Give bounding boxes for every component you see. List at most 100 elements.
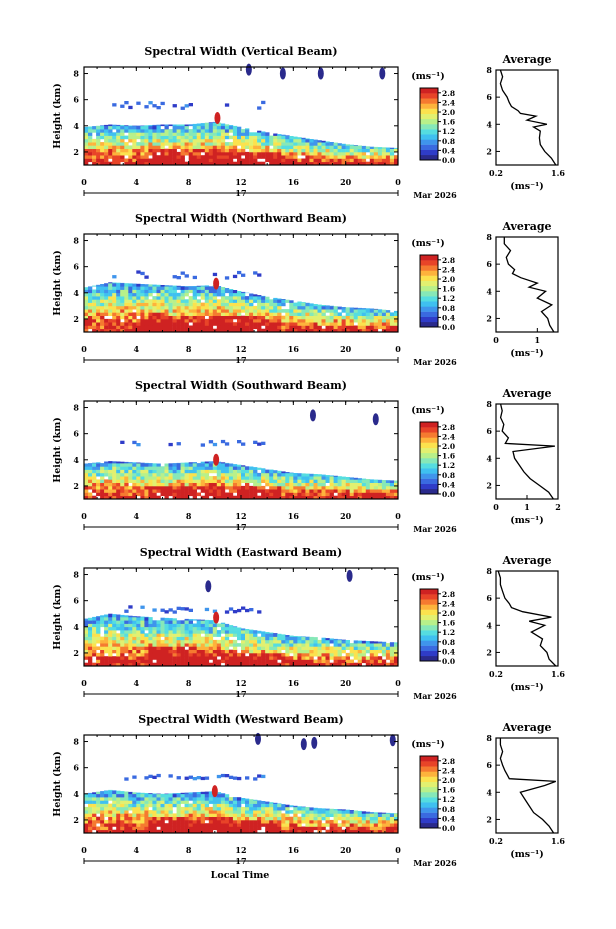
heatmap-cell — [253, 155, 258, 159]
heatmap-cell — [132, 138, 137, 143]
heatmap-cell — [164, 623, 169, 628]
heatmap-cell — [124, 813, 129, 817]
heatmap-cell — [84, 318, 89, 323]
heatmap-cell — [164, 138, 169, 143]
heatmap-cell — [140, 328, 145, 333]
heatmap-cell — [249, 155, 254, 159]
heatmap-cell — [341, 479, 346, 483]
heatmap-cell — [224, 312, 230, 316]
heatmap-cell — [212, 138, 218, 143]
heatmap-cell — [253, 469, 258, 474]
heatmap-cell — [353, 145, 358, 149]
heatmap-cell — [152, 800, 157, 804]
heatmap-cell — [188, 656, 193, 660]
heatmap-cell — [96, 315, 101, 320]
heatmap-cell — [208, 305, 214, 310]
heatmap-cell — [394, 489, 399, 493]
heatmap-cell — [160, 286, 165, 290]
heatmap-cell — [385, 315, 391, 320]
heatmap-cell — [112, 813, 117, 817]
heatmap-cell — [337, 312, 342, 316]
heatmap-cell — [261, 823, 266, 827]
heatmap-cell — [253, 145, 258, 149]
heatmap-cell — [180, 325, 185, 330]
heatmap-cell — [140, 626, 145, 631]
heatmap-cell — [249, 803, 254, 808]
heatmap-cell — [241, 639, 246, 644]
heatmap-cell — [321, 816, 326, 821]
heatmap-cell — [184, 124, 189, 127]
heatmap-cell — [112, 275, 117, 279]
heatmap-cell — [277, 823, 282, 827]
heatmap-cell — [232, 646, 238, 650]
heatmap-cell — [136, 492, 141, 497]
heatmap-cell — [104, 469, 109, 474]
heatmap-cell — [333, 482, 338, 487]
heatmap-cell — [273, 479, 278, 483]
heatmap-cell — [353, 652, 358, 657]
average-frame — [495, 69, 559, 166]
heatmap-cell — [333, 318, 338, 323]
heatmap-cell — [128, 315, 133, 320]
heatmap-cell — [208, 626, 214, 631]
heatmap-cell — [341, 823, 346, 827]
heatmap-cell — [176, 806, 181, 811]
heatmap-cell — [140, 616, 145, 618]
heatmap-cell — [84, 287, 89, 290]
heatmap-cell — [313, 646, 318, 650]
heatmap-cell — [172, 489, 177, 493]
x-tick-label: 4 — [134, 678, 140, 688]
heatmap-cell — [269, 485, 274, 490]
heatmap-cell — [204, 829, 210, 834]
heatmap-cell — [377, 322, 383, 326]
heatmap-cell — [253, 305, 258, 310]
heatmap-cell — [373, 315, 379, 320]
heatmap-cell — [84, 476, 89, 480]
heatmap-cell — [369, 485, 375, 490]
heatmap-cell — [365, 479, 371, 480]
heatmap-cell — [156, 823, 161, 827]
heatmap-cell — [249, 823, 254, 827]
heatmap-cell — [212, 292, 218, 297]
heatmap-cell — [88, 617, 93, 621]
heatmap-cell — [192, 646, 197, 650]
heatmap-cell — [204, 806, 210, 811]
heatmap-cell — [329, 639, 334, 644]
heatmap-cell — [132, 803, 137, 808]
heatmap-cell — [148, 656, 153, 660]
heatmap-cell — [265, 810, 270, 814]
heatmap-cell — [353, 479, 358, 483]
heatmap-cell — [200, 443, 205, 447]
heatmap-cell — [269, 302, 274, 307]
heatmap-cell — [84, 800, 89, 804]
heatmap-cell — [241, 816, 246, 821]
heatmap-cell — [208, 312, 214, 316]
heatmap-cell — [365, 325, 371, 330]
colorbar-tick-label: 1.6 — [442, 285, 455, 294]
heatmap-cell — [249, 656, 254, 660]
heatmap-cell — [204, 626, 210, 631]
heatmap-cell — [273, 659, 278, 664]
heatmap-cell — [329, 312, 334, 316]
heatmap-cell — [313, 328, 318, 333]
heatmap-cell — [120, 656, 125, 660]
heatmap-cell — [84, 826, 89, 831]
heatmap-cell — [132, 283, 137, 287]
heatmap-cell — [100, 151, 105, 156]
heatmap-cell — [345, 145, 350, 149]
heatmap-cell — [184, 626, 189, 631]
heatmap-cell — [172, 816, 177, 821]
heatmap-cell — [313, 637, 318, 641]
heatmap-cell — [228, 155, 234, 159]
heatmap-cell — [394, 646, 399, 650]
x-tick-label: 0 — [395, 845, 401, 855]
heatmap-cell — [285, 145, 290, 149]
heatmap-cell — [148, 819, 153, 824]
x-tick-label: 0 — [395, 344, 401, 354]
heatmap-cell — [172, 148, 177, 153]
heatmap-cell — [261, 145, 266, 149]
heatmap-cell — [136, 305, 141, 310]
heatmap-cell — [188, 636, 193, 641]
heatmap-cell — [192, 492, 197, 497]
heatmap-cell — [269, 819, 274, 824]
